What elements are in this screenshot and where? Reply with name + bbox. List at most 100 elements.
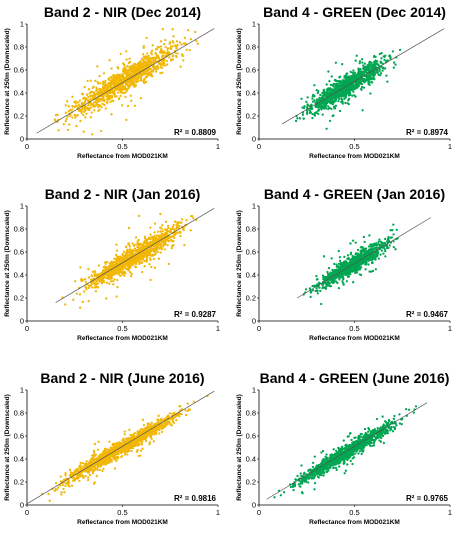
data-point	[189, 229, 192, 232]
data-point	[109, 86, 112, 90]
data-point	[106, 85, 109, 88]
data-point	[170, 47, 173, 51]
data-point	[163, 58, 166, 61]
data-point	[119, 52, 122, 56]
data-point	[373, 78, 376, 81]
data-point	[106, 274, 109, 278]
data-point	[392, 233, 395, 236]
data-point	[124, 245, 128, 248]
data-point	[334, 84, 337, 88]
data-point	[107, 81, 110, 85]
data-point	[104, 268, 107, 271]
data-point	[159, 230, 162, 233]
data-point	[351, 239, 355, 242]
data-point	[100, 129, 103, 133]
data-point	[323, 275, 327, 279]
data-point	[127, 267, 130, 271]
data-point	[340, 98, 344, 102]
data-point	[143, 246, 146, 249]
data-point	[330, 280, 334, 283]
data-point	[110, 99, 114, 102]
data-point	[79, 306, 82, 309]
data-point	[94, 79, 97, 82]
data-point	[169, 231, 172, 234]
data-point	[87, 476, 90, 479]
data-point	[151, 44, 154, 47]
data-point	[152, 68, 155, 71]
data-point	[380, 57, 383, 60]
data-point	[363, 240, 366, 244]
data-point	[386, 80, 389, 83]
data-point	[368, 67, 371, 70]
data-point	[115, 243, 118, 246]
data-point	[64, 303, 67, 306]
y-tick-label: 1	[20, 20, 24, 29]
data-point	[168, 40, 172, 44]
x-tick-label: 0.5	[349, 324, 359, 333]
data-point	[306, 96, 309, 99]
data-point	[93, 442, 97, 446]
data-point	[362, 235, 365, 239]
data-point	[149, 59, 152, 62]
data-point	[149, 233, 152, 236]
data-point	[379, 253, 382, 256]
data-point	[111, 89, 114, 92]
data-point	[327, 107, 330, 111]
data-point	[346, 81, 349, 85]
data-point	[353, 85, 356, 89]
scatter-points	[53, 27, 199, 136]
data-point	[172, 41, 175, 44]
data-point	[122, 255, 126, 259]
data-point	[347, 78, 351, 81]
scatter-points	[294, 48, 402, 130]
data-point	[143, 77, 146, 80]
data-point	[168, 56, 171, 59]
data-point	[331, 114, 334, 118]
data-point	[382, 252, 385, 255]
data-point	[377, 73, 380, 76]
data-point	[341, 79, 344, 82]
data-point	[345, 280, 349, 283]
data-point	[67, 110, 70, 113]
data-point	[94, 89, 98, 93]
data-point	[143, 252, 146, 255]
data-point	[101, 90, 104, 93]
data-point	[315, 98, 319, 101]
data-point	[368, 78, 371, 81]
data-point	[158, 62, 161, 65]
data-point	[315, 89, 318, 92]
data-point	[75, 292, 78, 295]
data-point	[110, 94, 114, 98]
data-point	[354, 271, 357, 274]
data-point	[136, 245, 139, 249]
data-point	[157, 56, 160, 59]
data-point	[83, 85, 86, 89]
data-point	[370, 61, 373, 64]
data-point	[360, 259, 363, 263]
data-point	[165, 228, 168, 231]
data-point	[349, 270, 352, 273]
data-point	[335, 263, 338, 266]
data-point	[319, 106, 322, 109]
data-point	[159, 212, 162, 216]
data-point	[115, 271, 118, 275]
data-point	[327, 70, 330, 73]
data-point	[308, 109, 312, 113]
data-point	[103, 275, 106, 279]
data-point	[62, 123, 65, 126]
data-point	[342, 273, 346, 276]
data-point	[325, 83, 328, 86]
data-point	[363, 249, 366, 253]
data-point	[138, 262, 141, 266]
data-point	[343, 97, 346, 101]
data-point	[134, 236, 138, 239]
data-point	[164, 220, 168, 223]
data-point	[171, 225, 175, 229]
data-point	[355, 82, 359, 86]
data-point	[141, 73, 144, 77]
data-point	[141, 271, 144, 274]
data-point	[332, 94, 336, 97]
data-point	[128, 66, 131, 69]
data-point	[89, 101, 92, 105]
data-point	[346, 262, 349, 265]
